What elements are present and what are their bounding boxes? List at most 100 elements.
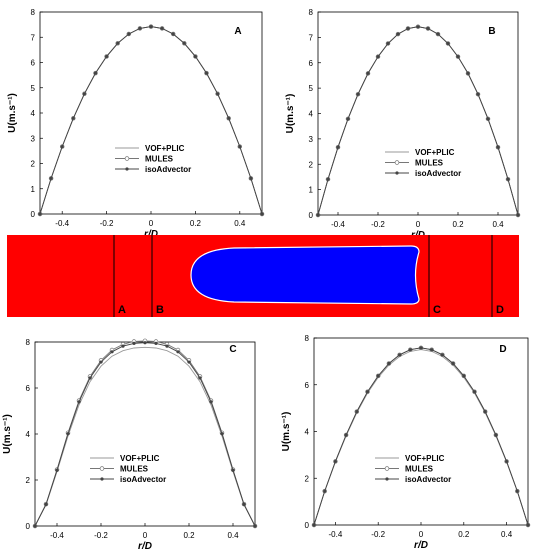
series-mules	[311, 345, 531, 528]
y-tick-label: 1	[309, 186, 314, 195]
data-point	[60, 144, 64, 149]
data-point	[154, 341, 158, 345]
y-axis-label: U(m.s⁻¹)	[285, 94, 296, 134]
legend-label: isoAdvector	[405, 475, 451, 484]
x-tick-label: 0	[419, 530, 424, 539]
data-point	[93, 71, 98, 75]
data-point	[116, 41, 120, 45]
taylor-bubble	[190, 245, 420, 305]
panel-label: D	[499, 344, 506, 355]
plot-frame	[39, 11, 263, 215]
data-point	[486, 117, 490, 121]
legend-marker	[384, 466, 390, 471]
data-point	[227, 116, 231, 120]
y-tick-label: 3	[309, 135, 314, 144]
x-tick-label: 0	[143, 531, 148, 540]
y-tick-label: 0	[31, 210, 36, 219]
data-point	[49, 176, 53, 180]
data-point	[496, 145, 500, 149]
x-tick-label: 0.4	[227, 531, 239, 540]
data-point	[99, 360, 103, 364]
x-tick-label: 0.2	[452, 220, 464, 229]
y-tick-label: 0	[305, 521, 310, 530]
y-tick-label: 2	[26, 476, 31, 485]
data-point	[326, 177, 330, 181]
data-point	[506, 177, 510, 181]
data-point	[88, 376, 92, 380]
x-tick-label: -0.4	[50, 531, 64, 540]
data-point	[426, 26, 430, 31]
x-axis-label: r/D	[144, 229, 158, 240]
data-point	[356, 92, 360, 96]
series-isoadvector	[38, 25, 264, 216]
y-tick-label: 6	[305, 381, 310, 390]
y-tick-label: 0	[309, 211, 314, 220]
data-point	[193, 54, 197, 59]
data-point	[376, 374, 380, 378]
x-tick-label: 0	[416, 220, 421, 229]
data-point	[143, 341, 147, 345]
y-tick-label: 2	[305, 474, 310, 483]
data-point	[396, 32, 400, 36]
x-tick-label: 0.2	[190, 219, 202, 228]
section-label-d: D	[496, 304, 504, 316]
data-point	[440, 353, 444, 357]
data-point	[323, 489, 327, 493]
panel-label: B	[488, 26, 495, 37]
data-point	[386, 41, 390, 46]
panel-d: 0 2 4 6 8 -0.4 -0.2 0 0.2 0.4 r/D U(m.s⁻¹) D VOF+PLIC…	[281, 334, 531, 550]
data-point	[38, 212, 42, 216]
data-point	[515, 489, 519, 493]
data-point	[165, 344, 169, 348]
y-tick-label: 7	[31, 33, 36, 42]
data-point	[82, 92, 86, 96]
data-point	[110, 350, 114, 354]
data-point	[456, 55, 460, 59]
legend-label: MULES	[120, 465, 149, 474]
y-axis-label: U(m.s⁻¹)	[2, 414, 13, 454]
panel-label: C	[229, 344, 236, 355]
domain-view: A B C D	[7, 235, 519, 317]
legend-label: VOF+PLIC	[145, 144, 185, 153]
x-tick-label: 0.4	[492, 220, 504, 229]
legend-label: MULES	[145, 155, 174, 164]
data-point	[451, 361, 455, 366]
data-point	[209, 400, 213, 404]
y-tick-label: 7	[309, 33, 314, 42]
data-point	[198, 376, 202, 380]
x-tick-label: 0.2	[458, 530, 470, 539]
data-point	[476, 92, 480, 96]
data-point	[346, 117, 350, 121]
y-tick-label: 8	[31, 8, 36, 17]
section-label-b: B	[156, 304, 164, 316]
data-point	[66, 432, 70, 436]
y-tick-label: 1	[31, 185, 36, 194]
legend-label: isoAdvector	[415, 169, 461, 178]
x-tick-label: 0.4	[234, 219, 246, 228]
x-tick-label: 0	[149, 219, 154, 228]
y-tick-label: 4	[31, 109, 36, 118]
data-point	[419, 346, 423, 350]
series-vof-plic	[34, 346, 256, 527]
y-tick-label: 8	[26, 338, 31, 347]
legend-label: VOF+PLIC	[405, 454, 445, 463]
data-point	[333, 459, 337, 464]
legend-marker	[99, 466, 105, 471]
data-point	[344, 433, 348, 437]
data-point	[216, 92, 220, 96]
data-point	[462, 374, 466, 378]
data-point	[505, 459, 509, 464]
legend-marker	[100, 477, 104, 481]
panel-b: 012345678-0.4-0.200.20.4r/DU(m.s⁻¹)BVOF+…	[285, 8, 521, 241]
legend-label: MULES	[405, 465, 434, 474]
data-point	[408, 348, 412, 352]
x-tick-label: -0.2	[94, 531, 108, 540]
y-tick-label: 4	[309, 110, 314, 119]
y-tick-label: 8	[305, 334, 310, 343]
legend-label: isoAdvector	[145, 165, 191, 174]
y-tick-label: 5	[31, 84, 36, 93]
data-point	[220, 432, 224, 436]
